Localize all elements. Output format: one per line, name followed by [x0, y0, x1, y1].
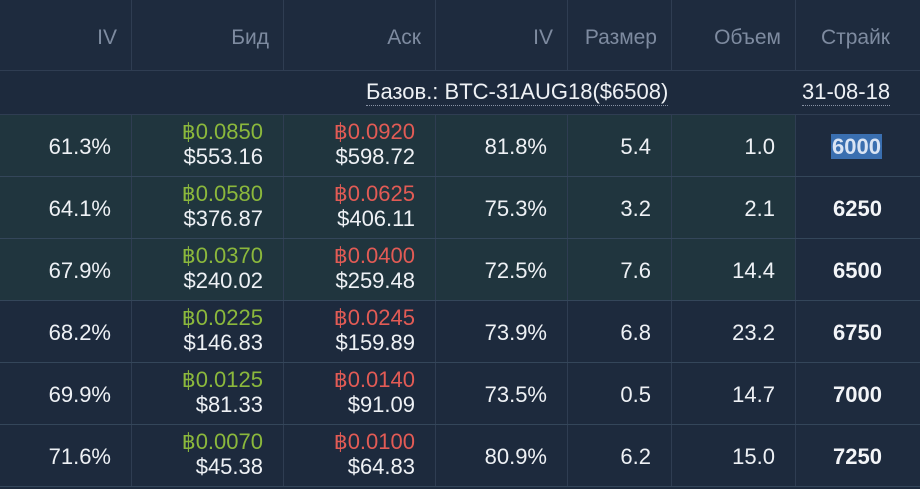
column-header-size[interactable]: Размер — [568, 0, 672, 70]
bid-btc-price: ฿0.0850 — [181, 119, 263, 144]
ask-cell[interactable]: ฿0.0920 $598.72 — [284, 115, 436, 176]
strike-value: 6500 — [833, 258, 882, 283]
ask-usd-price: $598.72 — [335, 144, 415, 169]
column-header-iv-bid[interactable]: IV — [0, 0, 132, 70]
iv-ask-cell: 75.3% — [436, 177, 568, 238]
volume-cell: 14.7 — [672, 363, 796, 424]
ask-btc-price: ฿0.0245 — [333, 305, 415, 330]
table-header: IV Бид Аск IV Размер Объем Страйк — [0, 0, 920, 71]
ask-btc-price: ฿0.0920 — [333, 119, 415, 144]
size-cell: 7.6 — [568, 239, 672, 300]
ask-usd-price: $64.83 — [347, 454, 415, 479]
iv-ask-cell: 73.5% — [436, 363, 568, 424]
bid-cell[interactable]: ฿0.0370 $240.02 — [132, 239, 284, 300]
bid-btc-price: ฿0.0225 — [181, 305, 263, 330]
bid-usd-price: $45.38 — [195, 454, 263, 479]
table-row[interactable]: 64.1% ฿0.0580 $376.87 ฿0.0625 $406.11 75.3% 3.… — [0, 177, 920, 239]
table-row[interactable]: 61.3% ฿0.0850 $553.16 ฿0.0920 $598.72 81.8% 5.… — [0, 115, 920, 177]
strike-cell[interactable]: 7000 — [796, 363, 920, 424]
ask-usd-price: $259.48 — [335, 268, 415, 293]
volume-cell: 14.4 — [672, 239, 796, 300]
bid-cell[interactable]: ฿0.0580 $376.87 — [132, 177, 284, 238]
ask-cell[interactable]: ฿0.0100 $64.83 — [284, 425, 436, 486]
strike-value: 7250 — [833, 444, 882, 469]
iv-bid-cell: 61.3% — [0, 115, 132, 176]
underlying-bar: Базов.: BTC-31AUG18($6508) 31-08-18 — [0, 71, 920, 115]
expiry-date[interactable]: 31-08-18 — [802, 79, 891, 106]
underlying-link[interactable]: Базов.: BTC-31AUG18($6508) — [366, 79, 669, 106]
bid-usd-price: $553.16 — [183, 144, 263, 169]
bid-cell[interactable]: ฿0.0850 $553.16 — [132, 115, 284, 176]
bid-cell[interactable]: ฿0.0125 $81.33 — [132, 363, 284, 424]
bid-usd-price: $376.87 — [183, 206, 263, 231]
ask-btc-price: ฿0.0625 — [333, 181, 415, 206]
iv-bid-cell: 71.6% — [0, 425, 132, 486]
ask-cell[interactable]: ฿0.0245 $159.89 — [284, 301, 436, 362]
iv-ask-cell: 73.9% — [436, 301, 568, 362]
ask-btc-price: ฿0.0400 — [333, 243, 415, 268]
ask-cell[interactable]: ฿0.0140 $91.09 — [284, 363, 436, 424]
iv-ask-cell: 72.5% — [436, 239, 568, 300]
table-row[interactable]: 68.2% ฿0.0225 $146.83 ฿0.0245 $159.89 73.9% 6.… — [0, 301, 920, 363]
volume-cell: 23.2 — [672, 301, 796, 362]
iv-bid-cell: 64.1% — [0, 177, 132, 238]
volume-cell: 2.1 — [672, 177, 796, 238]
ask-btc-price: ฿0.0140 — [333, 367, 415, 392]
iv-ask-cell: 81.8% — [436, 115, 568, 176]
ask-btc-price: ฿0.0100 — [333, 429, 415, 454]
iv-bid-cell: 69.9% — [0, 363, 132, 424]
strike-value: 6250 — [833, 196, 882, 221]
strike-cell[interactable]: 6750 — [796, 301, 920, 362]
column-header-strike[interactable]: Страйк — [820, 26, 890, 49]
ask-usd-price: $91.09 — [347, 392, 415, 417]
table-row[interactable]: 71.6% ฿0.0070 $45.38 ฿0.0100 $64.83 80.9% 6.2 1… — [0, 425, 920, 487]
column-header-iv-ask[interactable]: IV — [436, 0, 568, 70]
iv-ask-cell: 80.9% — [436, 425, 568, 486]
bid-btc-price: ฿0.0125 — [181, 367, 263, 392]
ask-usd-price: $159.89 — [335, 330, 415, 355]
volume-cell: 1.0 — [672, 115, 796, 176]
size-cell: 6.8 — [568, 301, 672, 362]
strike-value: 6000 — [831, 134, 882, 159]
size-cell: 0.5 — [568, 363, 672, 424]
ask-cell[interactable]: ฿0.0625 $406.11 — [284, 177, 436, 238]
size-cell: 5.4 — [568, 115, 672, 176]
strike-value: 6750 — [833, 320, 882, 345]
column-header-bid[interactable]: Бид — [132, 0, 284, 70]
bid-cell[interactable]: ฿0.0225 $146.83 — [132, 301, 284, 362]
column-header-volume[interactable]: Объем — [672, 0, 796, 70]
iv-bid-cell: 68.2% — [0, 301, 132, 362]
bid-btc-price: ฿0.0070 — [181, 429, 263, 454]
strike-value: 7000 — [833, 382, 882, 407]
bid-btc-price: ฿0.0370 — [181, 243, 263, 268]
iv-bid-cell: 67.9% — [0, 239, 132, 300]
bid-cell[interactable]: ฿0.0070 $45.38 — [132, 425, 284, 486]
size-cell: 3.2 — [568, 177, 672, 238]
strike-cell[interactable]: 6000 — [796, 115, 920, 176]
table-row[interactable]: 69.9% ฿0.0125 $81.33 ฿0.0140 $91.09 73.5% 0.5 1… — [0, 363, 920, 425]
bid-usd-price: $81.33 — [195, 392, 263, 417]
volume-cell: 15.0 — [672, 425, 796, 486]
size-cell: 6.2 — [568, 425, 672, 486]
bid-btc-price: ฿0.0580 — [181, 181, 263, 206]
column-header-ask[interactable]: Аск — [284, 0, 436, 70]
table-row[interactable]: 67.9% ฿0.0370 $240.02 ฿0.0400 $259.48 72.5% 7.… — [0, 239, 920, 301]
strike-cell[interactable]: 6250 — [796, 177, 920, 238]
ask-cell[interactable]: ฿0.0400 $259.48 — [284, 239, 436, 300]
strike-cell[interactable]: 7250 — [796, 425, 920, 486]
bid-usd-price: $240.02 — [183, 268, 263, 293]
strike-cell[interactable]: 6500 — [796, 239, 920, 300]
bid-usd-price: $146.83 — [183, 330, 263, 355]
ask-usd-price: $406.11 — [337, 206, 415, 231]
